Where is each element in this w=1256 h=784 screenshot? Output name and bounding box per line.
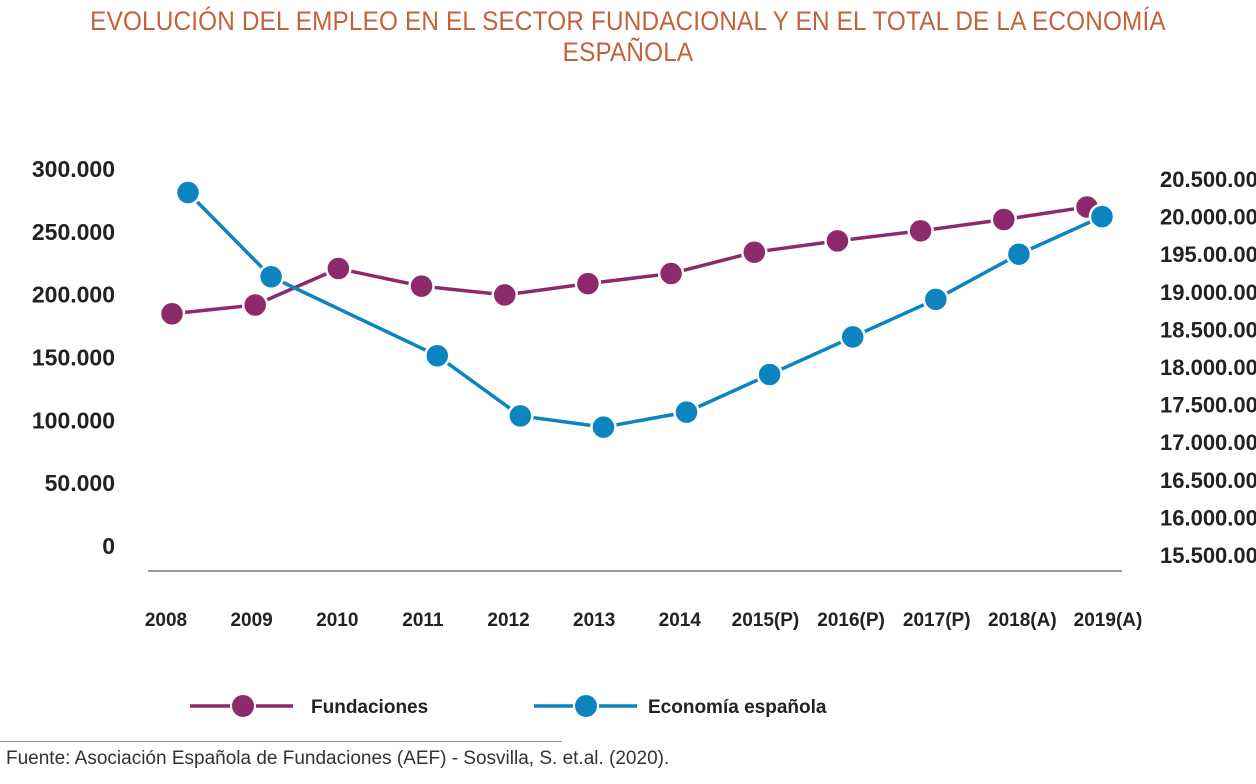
- economia-point: [257, 263, 285, 291]
- x-tick-label: 2011: [402, 610, 444, 631]
- y-right-tick-label: 18.500.000: [1160, 317, 1256, 342]
- x-tick-label: 2018(A): [988, 610, 1057, 631]
- x-tick-label: 2010: [316, 610, 358, 631]
- economia-point: [1005, 240, 1033, 268]
- y-right-tick-label: 19.000.000: [1160, 280, 1256, 305]
- fundaciones-point: [241, 291, 269, 319]
- y-right-tick-label: 17.500.000: [1160, 393, 1256, 418]
- y-left-tick-label: 50.000: [45, 470, 115, 496]
- legend-marker-economia: [573, 693, 599, 719]
- y-right-tick-label: 18.000.000: [1160, 355, 1256, 380]
- y-right-tick-label: 20.500.000: [1160, 167, 1256, 192]
- y-right-tick-label: 17.000.000: [1160, 430, 1256, 455]
- fundaciones-point: [990, 206, 1018, 233]
- fundaciones-point: [158, 300, 186, 328]
- fundaciones-point: [907, 217, 934, 245]
- x-tick-label: 2016(P): [817, 610, 885, 631]
- y-left-tick-label: 150.000: [32, 345, 115, 371]
- economia-point: [756, 361, 783, 388]
- fundaciones-point: [325, 255, 352, 282]
- fundaciones-point: [824, 227, 851, 255]
- economia-point: [590, 413, 617, 441]
- y-left-tick-label: 100.000: [32, 407, 115, 433]
- y-right-tick-label: 15.500.000: [1160, 543, 1256, 568]
- x-tick-label: 2009: [230, 610, 272, 631]
- source-note: Fuente: Asociación Española de Fundacion…: [6, 748, 670, 769]
- economia-point: [174, 179, 202, 206]
- y-right-tick-label: 195.00.000: [1160, 242, 1256, 267]
- y-right-tick-label: 16.500.000: [1160, 468, 1256, 493]
- x-tick-label: 2014: [659, 610, 702, 631]
- y-left-tick-label: 0: [102, 533, 115, 559]
- x-tick-label: 2019(A): [1074, 610, 1143, 631]
- y-right-tick-label: 16.000.000: [1160, 505, 1256, 530]
- y-left-tick-label: 300.000: [32, 156, 115, 182]
- x-tick-label: 2015(P): [732, 610, 800, 631]
- source-divider: [0, 741, 562, 742]
- legend-marker-fundaciones: [230, 693, 256, 719]
- legend-label-economia: Economía española: [648, 697, 827, 718]
- fundaciones-point: [657, 260, 685, 287]
- fundaciones-point: [408, 272, 435, 300]
- economia-point: [507, 402, 534, 430]
- x-tick-label: 2017(P): [903, 610, 971, 631]
- economia-point: [424, 342, 451, 369]
- x-tick-label: 2008: [145, 610, 187, 631]
- y-right-tick-label: 20.000.000: [1160, 205, 1256, 230]
- economia-point: [839, 323, 866, 351]
- chart-title: EVOLUCIÓN DEL EMPLEO EN EL SECTOR FUNDAC…: [90, 6, 1166, 67]
- y-left-tick-label: 200.000: [32, 282, 115, 308]
- fundaciones-point: [741, 238, 768, 266]
- economia-point: [673, 398, 700, 426]
- economia-point: [1088, 203, 1116, 230]
- economia-series-line: [186, 191, 1103, 429]
- fundaciones-point: [491, 281, 518, 309]
- x-tick-label: 2013: [573, 610, 615, 631]
- fundaciones-series-line: [171, 205, 1088, 316]
- y-left-tick-label: 250.000: [32, 219, 115, 245]
- legend-label-fundaciones: Fundaciones: [311, 697, 428, 718]
- economia-point: [922, 286, 950, 313]
- fundaciones-point: [574, 270, 602, 297]
- x-tick-label: 2012: [487, 610, 529, 631]
